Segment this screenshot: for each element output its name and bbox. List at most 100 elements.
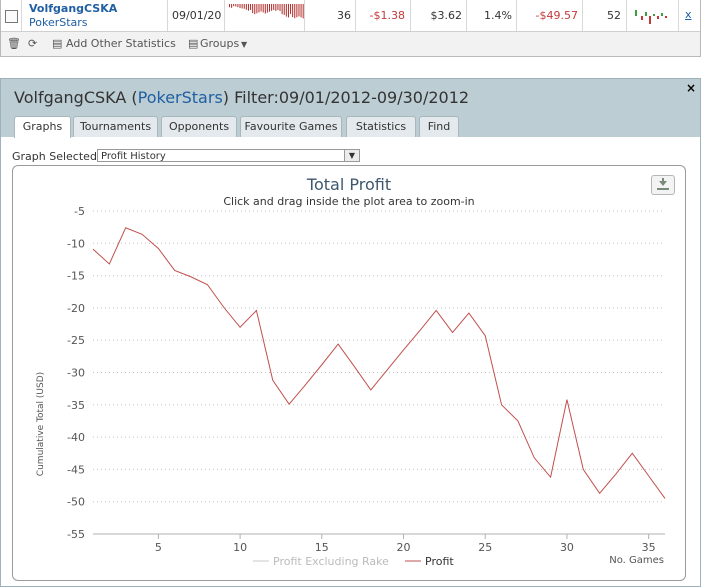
count-cell: 52 — [583, 0, 627, 31]
trend-cell — [627, 0, 679, 31]
panel-header: VolfgangCSKA (PokerStars) Filter:09/01/2… — [1, 79, 700, 138]
sparkline-bar — [258, 4, 260, 13]
y-tick-label: -50 — [67, 496, 85, 509]
sparkline-bar — [285, 4, 287, 17]
sparkline-bar — [229, 4, 230, 8]
chevron-down-icon[interactable]: ▼ — [241, 40, 248, 49]
sparkline-bar — [250, 4, 252, 10]
x-tick-label: 20 — [397, 541, 411, 554]
add-stats-icon: ▤ — [52, 37, 63, 50]
x-tick-label: 10 — [233, 541, 247, 554]
sparkline-bar — [245, 4, 247, 10]
x-tick-label: 30 — [560, 541, 574, 554]
toolbar: 🗑 ⟳ ▤ Add Other Statistics ▤ Groups ▼ — [1, 32, 700, 56]
table-row[interactable]: VolfgangCSKA PokerStars 09/01/20 36 -$1.… — [1, 0, 700, 32]
panel-title: VolfgangCSKA (PokerStars) Filter:09/01/2… — [14, 88, 470, 107]
x-axis-label: No. Games — [609, 555, 664, 566]
sparkline-bar — [252, 4, 254, 14]
groups-button[interactable]: Groups — [200, 37, 240, 50]
profit-value: -$1.38 — [369, 9, 405, 22]
series-line-profit — [92, 227, 666, 499]
y-tick-label: -10 — [67, 237, 85, 250]
refresh-icon[interactable]: ⟳ — [28, 37, 38, 50]
groups-icon: ▤ — [188, 37, 199, 50]
y-tick-label: -30 — [67, 367, 85, 380]
remove-row-link[interactable]: x — [685, 8, 692, 21]
tab-tournaments[interactable]: Tournaments — [73, 116, 158, 137]
download-chart-button[interactable] — [651, 175, 675, 195]
close-icon[interactable]: × — [685, 81, 696, 95]
sparkline-bar — [264, 4, 266, 14]
y-tick-label: -20 — [67, 302, 85, 315]
y-tick-label: -25 — [67, 334, 85, 347]
sparkline-bar — [287, 4, 289, 18]
date-cell: 09/01/20 — [168, 0, 225, 31]
sparkline-bar — [271, 4, 273, 11]
sparkline-bar — [273, 4, 275, 10]
sparkline-bar — [237, 4, 239, 8]
graph-select[interactable]: Profit History ▼ — [97, 149, 360, 162]
player-cell — [22, 0, 168, 31]
sparkline-bar — [294, 4, 296, 19]
sparkline-bar — [241, 4, 243, 9]
panel-site-link[interactable]: PokerStars — [137, 88, 223, 107]
sparkline-cell — [225, 0, 305, 31]
date-value: 09/01/20 — [172, 9, 222, 22]
tab-favourite-games[interactable]: Favourite Games — [240, 116, 342, 137]
legend-profit-excluding-rake[interactable]: Profit Excluding Rake — [273, 555, 389, 568]
sparkline-bar — [300, 4, 302, 18]
y-axis-label: Cumulative Total (USD) — [36, 372, 46, 476]
roi-cell: 1.4% — [467, 0, 517, 31]
select-cell — [1, 0, 22, 31]
trash-icon[interactable]: 🗑 — [7, 37, 21, 50]
games-value: 36 — [337, 9, 351, 22]
games-cell: 36 — [305, 0, 356, 31]
sparkline-bar — [275, 4, 277, 11]
profit-excl-rake-cell: -$49.57 — [517, 0, 583, 31]
site-link[interactable]: PokerStars — [29, 16, 88, 29]
graph-selected-label: Graph Selected: — [12, 150, 101, 163]
tab-find[interactable]: Find — [419, 116, 459, 137]
sparkline-bar — [254, 4, 256, 15]
profit-cell: -$1.38 — [356, 0, 411, 31]
x-tick-label: 25 — [478, 541, 492, 554]
tab-graphs[interactable]: Graphs — [14, 116, 71, 138]
graph-select-value: Profit History — [101, 151, 166, 162]
chevron-down-icon[interactable]: ▼ — [344, 150, 359, 161]
sparkline-bar — [260, 4, 262, 12]
y-tick-label: -35 — [67, 399, 85, 412]
legend-profit[interactable]: Profit — [425, 555, 454, 568]
sparkline-bar — [256, 4, 258, 14]
chart-title: Total Profit — [306, 175, 391, 194]
sparkline-bar — [279, 4, 281, 12]
panel-player-name: VolfgangCSKA — [14, 88, 127, 107]
y-tick-label: -15 — [67, 270, 85, 283]
player-panel: VolfgangCSKA (PokerStars) Filter:09/01/2… — [0, 78, 701, 587]
player-name-link[interactable]: VolfgangCSKA — [29, 2, 118, 15]
profit-sparkline — [229, 4, 304, 19]
y-tick-label: -40 — [67, 431, 85, 444]
add-stats-button[interactable]: Add Other Statistics — [66, 37, 176, 50]
sparkline-bar — [290, 4, 292, 14]
sparkline-bar — [231, 4, 233, 8]
tab-statistics[interactable]: Statistics — [346, 116, 416, 137]
chart-subtitle: Click and drag inside the plot area to z… — [223, 195, 474, 208]
count-value: 52 — [607, 9, 621, 22]
panel-filter: Filter:09/01/2012-09/30/2012 — [234, 88, 470, 107]
profit-chart[interactable]: Total Profit Click and drag inside the p… — [12, 165, 686, 581]
tab-opponents[interactable]: Opponents — [161, 116, 237, 137]
sparkline-bar — [281, 4, 283, 15]
x-tick-label: 5 — [155, 541, 162, 554]
x-tick-label: 35 — [642, 541, 656, 554]
profit-excl-rake-value: -$49.57 — [535, 9, 578, 22]
sparkline-bar — [235, 4, 237, 7]
sparkline-bar — [243, 4, 245, 9]
sparkline-bar — [296, 4, 298, 18]
row-checkbox[interactable] — [5, 10, 18, 23]
sparkline-bar — [247, 4, 249, 11]
sparkline-bar — [292, 4, 294, 18]
sparkline-bar — [262, 4, 264, 13]
y-tick-label: -55 — [67, 528, 85, 541]
chart-svg[interactable]: Total Profit Click and drag inside the p… — [13, 166, 685, 580]
rake-cell: $3.62 — [411, 0, 467, 31]
